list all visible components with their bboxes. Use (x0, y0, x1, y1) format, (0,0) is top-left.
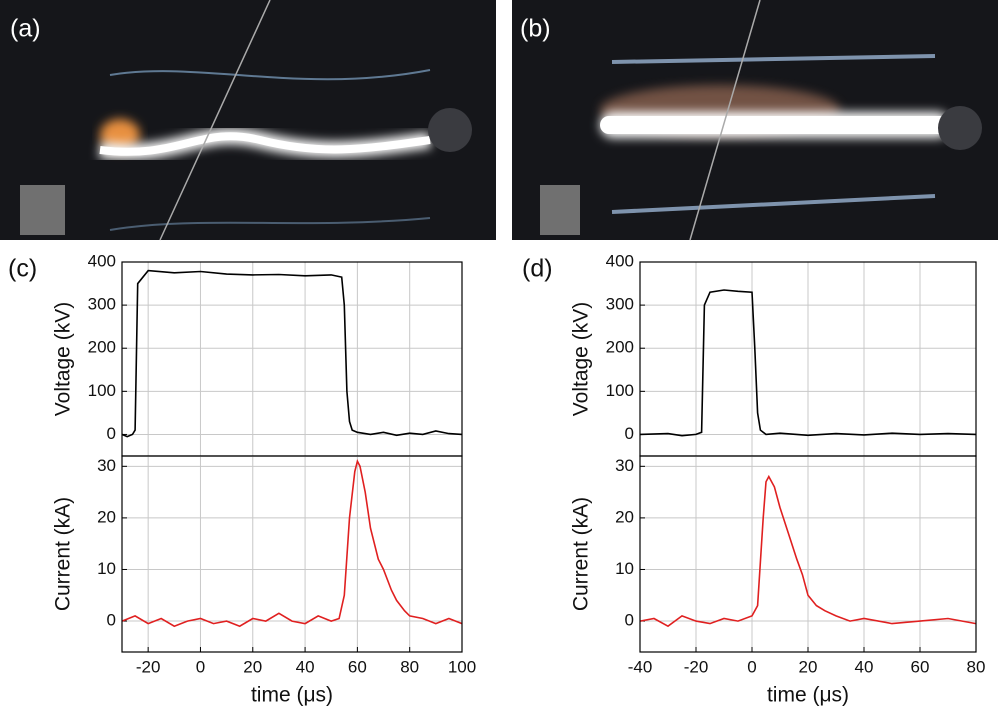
y-tick-label: 30 (97, 456, 116, 475)
x-tick-label: -20 (136, 657, 161, 676)
x-tick-label: 80 (400, 657, 419, 676)
y-tick-label: 400 (606, 251, 634, 270)
plot-frame (121, 455, 463, 653)
x-tick-label: 20 (243, 657, 262, 676)
y-tick-label: 30 (615, 456, 634, 475)
x-tick-label: 100 (448, 657, 476, 676)
panel-label: (c) (8, 255, 37, 283)
panel-label: (d) (522, 255, 553, 283)
y-tick-label: 200 (88, 338, 116, 357)
data-line (121, 269, 463, 438)
y-tick-label: 400 (88, 251, 116, 270)
photo-label: (a) (10, 15, 41, 43)
y-tick-label: 0 (107, 424, 116, 443)
plot-frame (121, 261, 463, 457)
photo-a: (a) (0, 0, 496, 241)
y-tick-label: 0 (625, 611, 634, 630)
y-tick-label: 100 (88, 381, 116, 400)
x-axis-label: time (μs) (767, 684, 849, 707)
x-tick-label: 80 (967, 657, 986, 676)
x-tick-label: -20 (684, 657, 709, 676)
x-tick-label: -40 (628, 657, 653, 676)
y-axis-label: Voltage (kV) (52, 302, 75, 416)
y-tick-label: 10 (97, 559, 116, 578)
x-tick-label: 60 (348, 657, 367, 676)
x-tick-label: 0 (747, 657, 756, 676)
x-tick-label: 0 (196, 657, 205, 676)
y-tick-label: 100 (606, 381, 634, 400)
data-line (639, 474, 977, 628)
data-line (121, 458, 463, 628)
y-tick-label: 0 (107, 611, 116, 630)
data-line (639, 289, 977, 437)
y-axis-label: Current (kA) (570, 497, 593, 611)
x-tick-label: 20 (799, 657, 818, 676)
y-tick-label: 0 (625, 424, 634, 443)
y-axis-label: Voltage (kV) (570, 302, 593, 416)
x-tick-label: 40 (296, 657, 315, 676)
y-tick-label: 200 (606, 338, 634, 357)
y-tick-label: 10 (615, 559, 634, 578)
y-axis-label: Current (kA) (52, 497, 75, 611)
y-tick-label: 20 (615, 507, 634, 526)
x-tick-label: 60 (911, 657, 930, 676)
photo-b: (b) (512, 0, 998, 241)
x-tick-label: 40 (855, 657, 874, 676)
photo-label: (b) (520, 15, 551, 43)
y-tick-label: 300 (88, 295, 116, 314)
y-tick-label: 20 (97, 507, 116, 526)
x-axis-label: time (μs) (251, 684, 333, 707)
y-tick-label: 300 (606, 295, 634, 314)
